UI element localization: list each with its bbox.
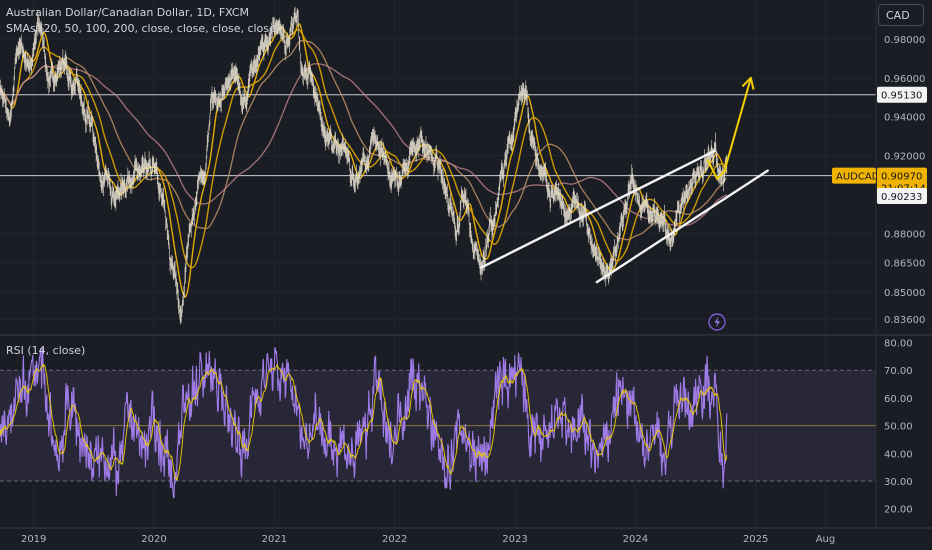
- time-tick-label: 2024: [623, 534, 648, 545]
- symbol-tag-text: AUDCAD: [836, 172, 880, 183]
- time-tick-label: 2023: [502, 534, 527, 545]
- price-tick-label: 0.85000: [884, 288, 925, 299]
- rsi-legend[interactable]: RSI (14, close): [6, 344, 86, 357]
- channel-line-1[interactable]: [595, 169, 769, 284]
- rsi-tick-label: 70.00: [884, 366, 913, 377]
- time-tick-label: 2019: [21, 534, 46, 545]
- level-price-tag-text: 0.95130: [881, 91, 922, 102]
- rsi-tick-label: 60.00: [884, 394, 913, 405]
- price-bars: [0, 6, 728, 325]
- price-tick-label: 0.98000: [884, 35, 925, 46]
- rsi-tick-label: 40.00: [884, 449, 913, 460]
- rsi-series: [0, 347, 728, 499]
- rsi-tick-label: 20.00: [884, 505, 913, 516]
- price-tick-label: 0.96000: [884, 74, 925, 85]
- rsi-tick-label: 50.00: [884, 422, 913, 433]
- rsi-tick-label: 30.00: [884, 477, 913, 488]
- price-tick-label: 0.86500: [884, 259, 925, 270]
- time-tick-label: 2022: [382, 534, 407, 545]
- rsi-axis[interactable]: 80.00 70.00 60.00 50.00 40.00 30.00 20.00: [884, 339, 913, 516]
- rsi-tick-label: 80.00: [884, 339, 913, 350]
- channel-line-0[interactable]: [480, 149, 716, 269]
- sma-100-line: [0, 40, 728, 241]
- rsi-signal-line: [0, 363, 728, 481]
- projection-arrowhead[interactable]: [741, 76, 755, 90]
- price-series: [0, 6, 728, 325]
- price-tick-label: 0.83600: [884, 315, 925, 326]
- replay-icon[interactable]: [708, 313, 726, 331]
- currency-selector[interactable]: CAD: [878, 4, 924, 26]
- rsi-line: [0, 347, 728, 499]
- time-axis[interactable]: 2019 2020 2021 2022 2023 2024 2025 Aug: [21, 534, 835, 545]
- price-axis[interactable]: 0.98000 0.96000 0.94000 0.92000 0.88000 0.865…: [884, 35, 925, 326]
- projection-arrow[interactable]: [706, 76, 755, 180]
- current-price-text: 0.90970: [881, 172, 922, 183]
- projection-path[interactable]: [706, 77, 752, 180]
- low-price-tag: [877, 188, 927, 205]
- time-tick-label: 2021: [262, 534, 287, 545]
- channel-lines[interactable]: [480, 149, 769, 284]
- time-tick-label: Aug: [816, 534, 836, 545]
- sma-200-line: [0, 63, 728, 227]
- price-tick-label: 0.94000: [884, 113, 925, 124]
- time-tick-label: 2020: [141, 534, 166, 545]
- sma-legend[interactable]: SMAs (20, 50, 100, 200, close, close, cl…: [6, 22, 281, 35]
- level-price-tag: [877, 86, 927, 103]
- price-grid: [0, 0, 876, 528]
- sma-20-line: [0, 23, 728, 298]
- symbol-tag: [832, 167, 876, 184]
- price-tick-label: 0.88000: [884, 229, 925, 240]
- low-price-tag-text: 0.90233: [881, 192, 922, 203]
- symbol-title[interactable]: Australian Dollar/Canadian Dollar, 1D, F…: [6, 6, 250, 19]
- price-tick-label: 0.92000: [884, 152, 925, 163]
- time-tick-label: 2025: [743, 534, 768, 545]
